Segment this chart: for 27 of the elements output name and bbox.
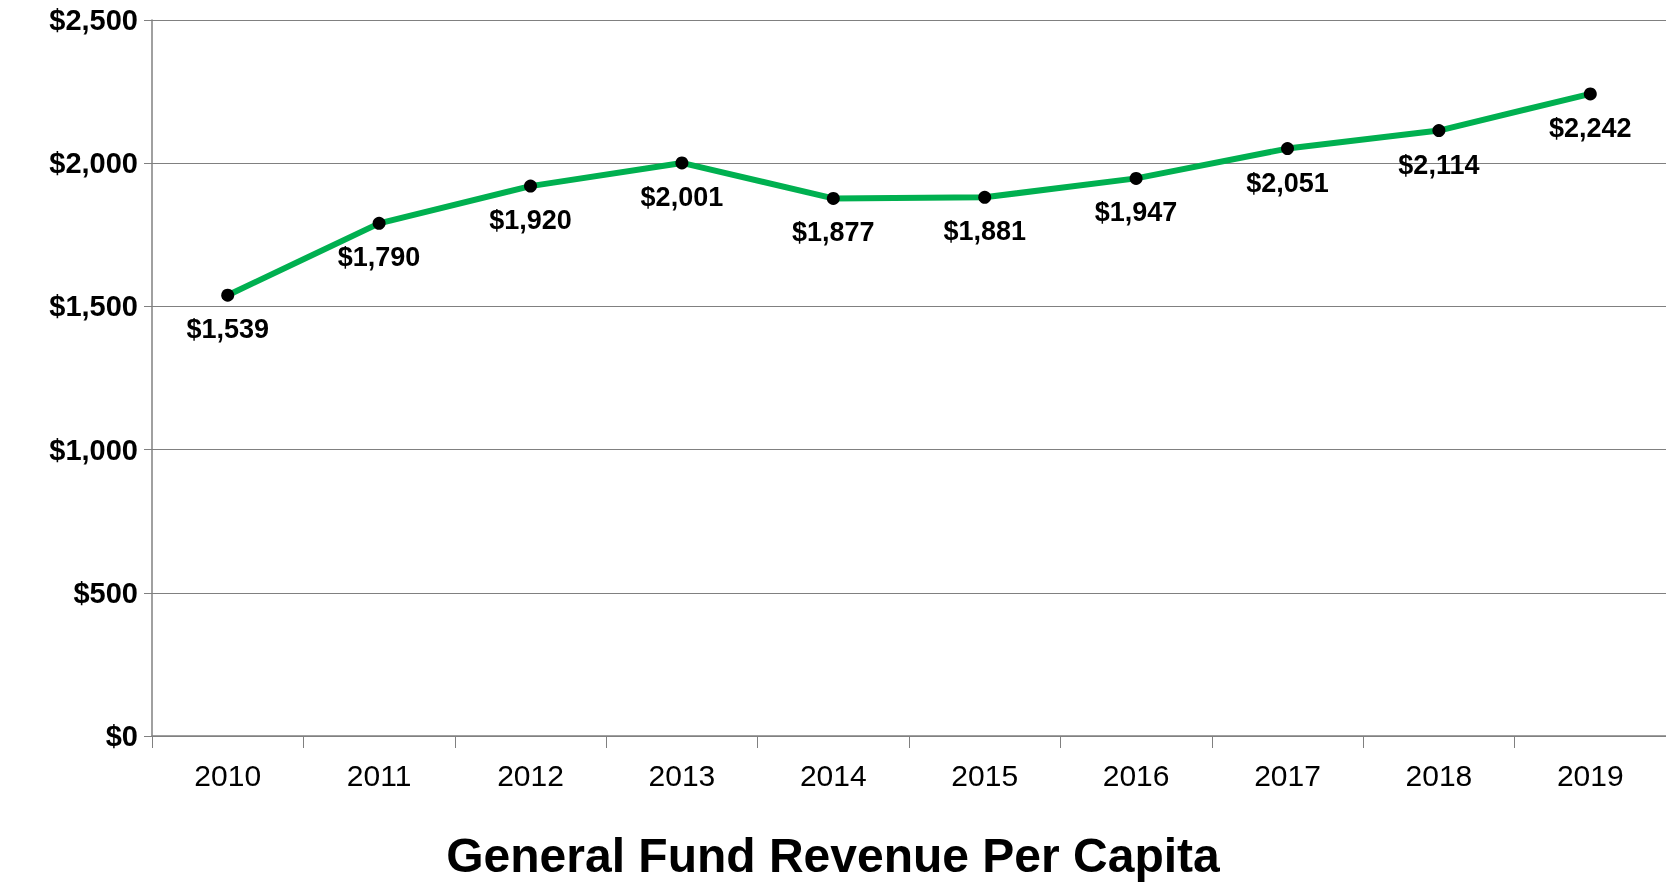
- y-tick-label: $1,500: [49, 290, 138, 323]
- x-tick-label: 2013: [648, 758, 716, 792]
- data-label: $1,877: [792, 217, 875, 248]
- x-tick-label: 2017: [1254, 758, 1321, 792]
- data-label: $2,051: [1246, 167, 1329, 198]
- data-label: $2,242: [1549, 112, 1632, 143]
- x-tick-label: 2010: [194, 758, 262, 792]
- x-tick-label: 2019: [1556, 758, 1624, 792]
- data-label: $1,790: [337, 242, 421, 273]
- x-tick-label: 2015: [951, 758, 1019, 792]
- x-tick-label: 2014: [799, 758, 867, 792]
- x-tick-label: 2011: [346, 758, 412, 792]
- y-tick-label: $1,000: [49, 433, 138, 466]
- data-label: $1,539: [186, 314, 269, 345]
- y-tick-label: $2,500: [49, 4, 138, 36]
- data-label: $1,881: [943, 216, 1026, 247]
- data-label: $2,001: [640, 181, 724, 212]
- x-tick-label: 2016: [1102, 758, 1170, 792]
- x-tick-label: 2018: [1405, 758, 1473, 792]
- text: General Fund Revenue Per Capita: [446, 828, 1221, 882]
- y-tick-label: $500: [73, 576, 138, 609]
- y-tick-label: $2,000: [49, 147, 138, 180]
- data-label: $2,114: [1398, 149, 1480, 180]
- x-tick-label: 2012: [497, 758, 564, 792]
- data-label: $1,947: [1094, 197, 1178, 228]
- y-tick-label: $0: [105, 720, 138, 752]
- data-label: $1,920: [489, 205, 572, 236]
